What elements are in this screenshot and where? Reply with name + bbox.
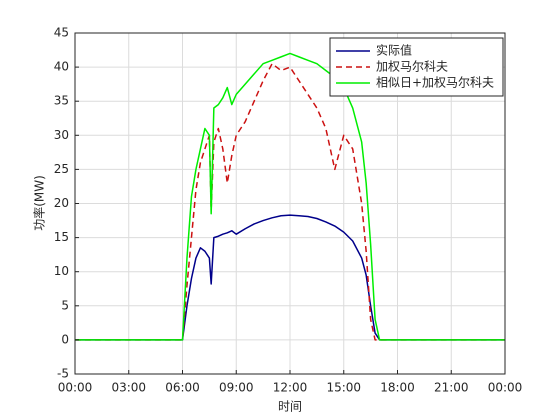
legend-label: 实际值 <box>376 43 412 58</box>
x-tick-label: 06:00 <box>165 381 200 395</box>
y-tick-label: 40 <box>54 60 69 74</box>
x-tick-label: 21:00 <box>434 381 469 395</box>
y-tick-label: 45 <box>54 26 69 40</box>
series-line <box>75 214 505 341</box>
x-tick-label: 18:00 <box>380 381 415 395</box>
series-line <box>75 62 505 341</box>
y-label: 功率(MW) <box>32 175 47 231</box>
x-tick-label: 00:00 <box>488 381 523 395</box>
x-tick-label: 15:00 <box>326 381 361 395</box>
y-tick-label: 0 <box>61 332 69 346</box>
legend-label: 加权马尔科夫 <box>376 59 448 74</box>
x-tick-label: 12:00 <box>273 381 308 395</box>
plot <box>75 52 505 341</box>
y-tick-label: 10 <box>54 264 69 278</box>
y-tick-label: 20 <box>54 196 69 210</box>
x-tick-label: 09:00 <box>219 381 254 395</box>
y-tick-label: 15 <box>54 230 69 244</box>
y-tick-label: 30 <box>54 128 69 142</box>
y-tick-label: -5 <box>57 367 69 381</box>
y-tick-label: 5 <box>61 298 69 312</box>
y-tick-label: 25 <box>54 162 69 176</box>
x-tick-label: 03:00 <box>111 381 146 395</box>
x-tick-label: 00:00 <box>58 381 93 395</box>
x-label: 时间 <box>278 400 302 414</box>
series-line <box>75 52 505 341</box>
y-tick-label: 35 <box>54 94 69 108</box>
legend-label: 相似日+加权马尔科夫 <box>376 75 494 90</box>
